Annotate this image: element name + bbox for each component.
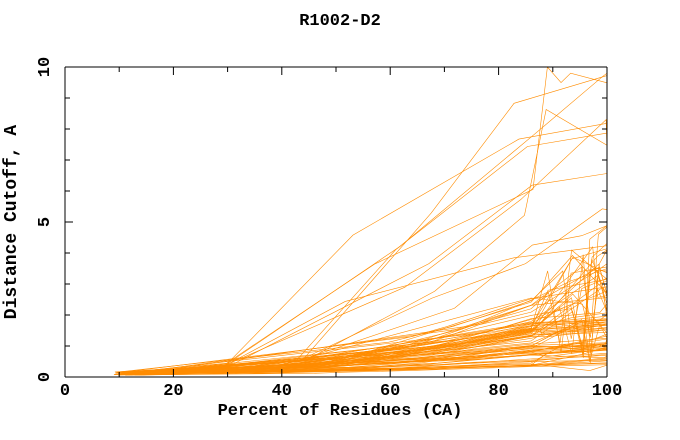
svg-text:100: 100 xyxy=(592,382,623,401)
svg-text:40: 40 xyxy=(272,382,292,401)
svg-text:20: 20 xyxy=(163,382,183,401)
svg-text:80: 80 xyxy=(488,382,508,401)
svg-text:5: 5 xyxy=(36,217,55,227)
svg-text:Distance Cutoff, A: Distance Cutoff, A xyxy=(2,125,22,320)
svg-text:60: 60 xyxy=(380,382,400,401)
svg-text:0: 0 xyxy=(36,372,55,382)
svg-text:10: 10 xyxy=(36,57,55,77)
svg-text:0: 0 xyxy=(60,382,70,401)
